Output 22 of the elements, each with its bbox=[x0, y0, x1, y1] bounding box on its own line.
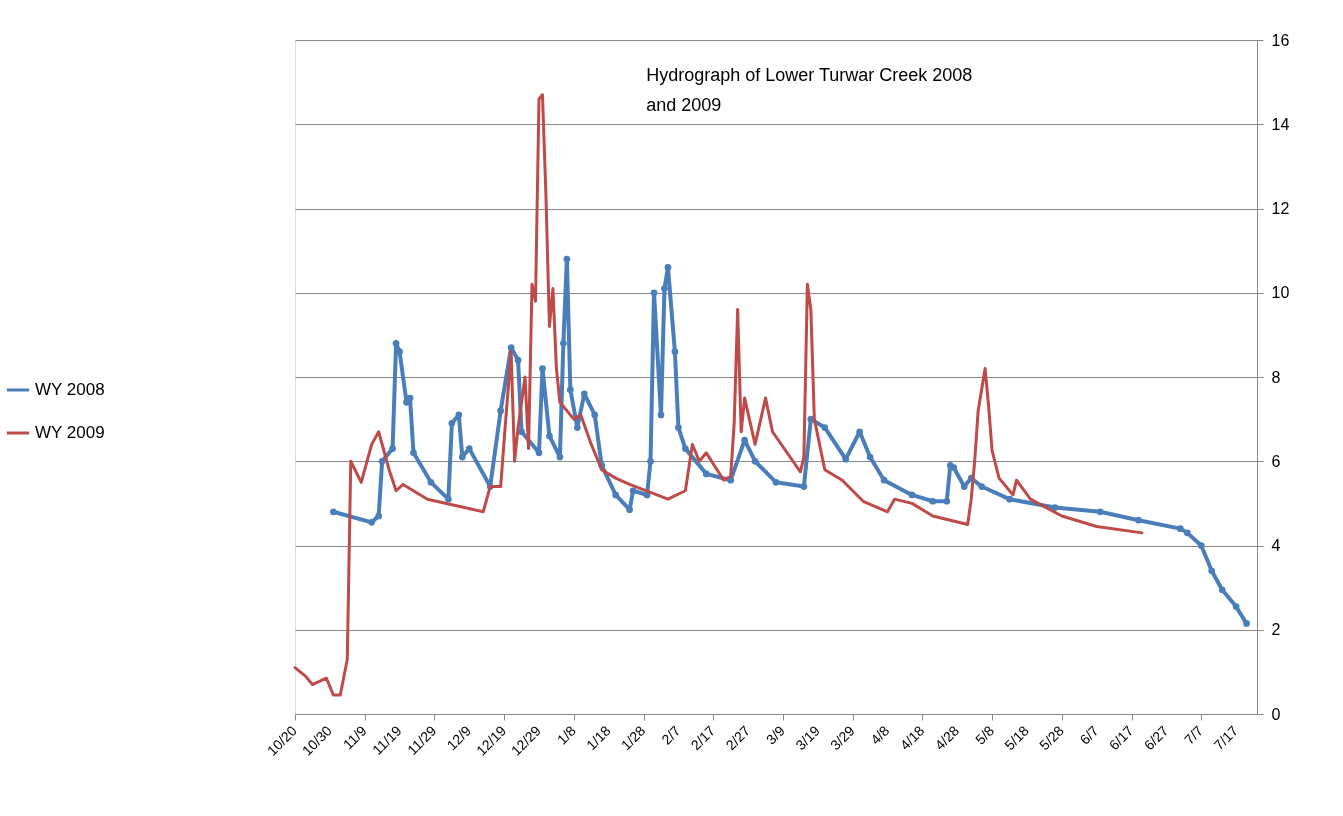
y-tick-label: 2 bbox=[1271, 621, 1281, 639]
y-tick-label: 8 bbox=[1271, 368, 1281, 386]
x-tick-label: 3/9 bbox=[762, 722, 789, 748]
y-tick-label: 4 bbox=[1271, 537, 1281, 554]
y-tick-label: 14 bbox=[1271, 115, 1290, 133]
y-tick-label: 12 bbox=[1271, 200, 1290, 217]
x-tick-label: 7/7 bbox=[1181, 722, 1207, 748]
x-tick-label: 4/18 bbox=[896, 722, 928, 754]
x-tick-label: 5/8 bbox=[971, 722, 998, 748]
x-tick-label: 1/8 bbox=[553, 722, 579, 748]
y-tick-label: 0 bbox=[1271, 705, 1281, 723]
y-tick-label: 10 bbox=[1271, 284, 1290, 302]
x-tick-label: 4/28 bbox=[931, 722, 963, 754]
text: Hydrograph of Lower Turwar Creek 2008 and 2009 bbox=[646, 64, 973, 115]
x-tick-label: 6/7 bbox=[1076, 722, 1102, 748]
legend-label: WY 2008 bbox=[35, 380, 105, 399]
x-tick-label: 4/8 bbox=[867, 722, 893, 748]
line-series bbox=[293, 93, 1144, 697]
y-tick-label: 16 bbox=[1271, 31, 1290, 49]
legend-label: WY 2009 bbox=[35, 423, 105, 442]
x-tick-label: 2/7 bbox=[658, 722, 684, 748]
y-tick-label: 6 bbox=[1271, 452, 1281, 470]
